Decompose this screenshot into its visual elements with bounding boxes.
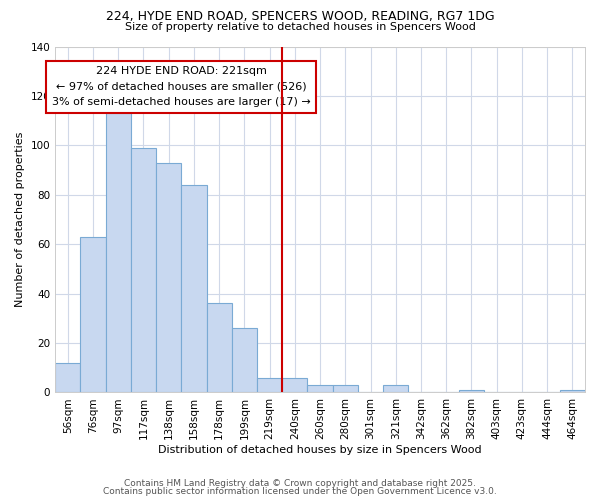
Bar [307,385,332,392]
Y-axis label: Number of detached properties: Number of detached properties [15,132,25,307]
X-axis label: Distribution of detached houses by size in Spencers Wood: Distribution of detached houses by size … [158,445,482,455]
Text: Contains HM Land Registry data © Crown copyright and database right 2025.: Contains HM Land Registry data © Crown c… [124,478,476,488]
Bar [282,378,307,392]
Text: Contains public sector information licensed under the Open Government Licence v3: Contains public sector information licen… [103,487,497,496]
Bar [383,385,409,392]
Bar [156,162,181,392]
Bar [106,113,131,392]
Bar [181,185,206,392]
Bar [80,237,106,392]
Bar [257,378,282,392]
Text: Size of property relative to detached houses in Spencers Wood: Size of property relative to detached ho… [125,22,475,32]
Bar [131,148,156,392]
Bar [55,363,80,392]
Bar [332,385,358,392]
Text: 224 HYDE END ROAD: 221sqm
← 97% of detached houses are smaller (526)
3% of semi-: 224 HYDE END ROAD: 221sqm ← 97% of detac… [52,66,311,108]
Bar [232,328,257,392]
Text: 224, HYDE END ROAD, SPENCERS WOOD, READING, RG7 1DG: 224, HYDE END ROAD, SPENCERS WOOD, READI… [106,10,494,23]
Bar [459,390,484,392]
Bar [206,304,232,392]
Bar [560,390,585,392]
